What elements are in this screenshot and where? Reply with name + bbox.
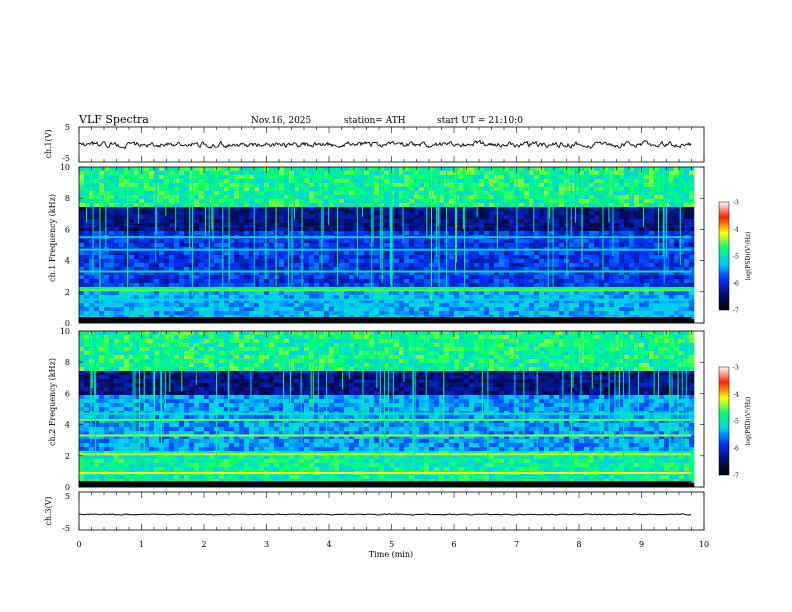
colorbar-tick--6: -6 bbox=[733, 446, 739, 453]
colorbar-tick--3: -3 bbox=[733, 365, 739, 372]
time-tick-label-2: 2 bbox=[201, 540, 206, 549]
ch1-colorbar: -3 -4 -5 -6 -7 log(PSD)(V²/Hz) bbox=[718, 200, 752, 315]
ch2-colorbar-ticks: -3 -4 -5 -6 -7 bbox=[733, 365, 739, 480]
ch1-spectrogram-ytick-10: 10 bbox=[60, 163, 70, 172]
ch1-spectrogram-ytick-0: 0 bbox=[65, 319, 70, 328]
start-time-label: start UT = 21:10:0 bbox=[437, 116, 523, 126]
ch2-spectrogram-ytick-2: 2 bbox=[65, 452, 70, 461]
ch1-spectrogram-ytick-6: 6 bbox=[65, 225, 70, 234]
ch3-ytick-bottom: -5 bbox=[62, 524, 70, 533]
ch2-spectrogram-yticks: 0 2 4 6 8 10 bbox=[60, 327, 704, 492]
ch2-spectrogram-ylabel: ch.2 Frequency (kHz) bbox=[48, 358, 57, 446]
time-tick-label-1: 1 bbox=[139, 540, 144, 549]
ch2-colorbar: -3 -4 -5 -6 -7 log(PSD)(V²/Hz) bbox=[718, 365, 752, 480]
ch1-voltage-panel: 5 -5 ch.1(V) bbox=[44, 123, 705, 163]
colorbar-tick--7: -7 bbox=[733, 308, 739, 315]
time-tick-label-5: 5 bbox=[389, 540, 394, 549]
ch2-spectrogram-ytick-0: 0 bbox=[65, 483, 70, 492]
time-tick-label-4: 4 bbox=[326, 540, 331, 549]
colorbar-tick--6: -6 bbox=[733, 281, 739, 288]
ch1-colorbar-ticks: -3 -4 -5 -6 -7 bbox=[733, 200, 739, 315]
ch1-voltage-ylabel: ch.1(V) bbox=[44, 129, 53, 158]
ch1-colorbar-scale bbox=[718, 201, 730, 311]
ch1-voltage-trace bbox=[78, 139, 692, 150]
ch1-ytick-top: 5 bbox=[65, 123, 70, 132]
time-tick-label-10: 10 bbox=[699, 540, 709, 549]
date-label: Nov.16, 2025 bbox=[251, 116, 312, 126]
time-tick-label-8: 8 bbox=[576, 540, 581, 549]
time-tick-label-6: 6 bbox=[451, 540, 456, 549]
time-tick-label-9: 9 bbox=[639, 540, 644, 549]
ch3-voltage-ylabel: ch.3(V) bbox=[44, 496, 53, 525]
ch1-spectrogram-image bbox=[79, 167, 695, 324]
ch2-colorbar-label: log(PSD)(V²/Hz) bbox=[745, 397, 752, 446]
ch2-spectrogram-panel: 0 2 4 6 8 10 ch.2 Frequency (kHz) bbox=[48, 327, 705, 492]
time-tick-label-7: 7 bbox=[514, 540, 519, 549]
ch2-spectrogram-ytick-8: 8 bbox=[65, 358, 70, 367]
colorbar-tick--4: -4 bbox=[733, 227, 739, 234]
ch2-spectrogram-ytick-4: 4 bbox=[65, 421, 70, 430]
ch3-ytick-top: 5 bbox=[65, 492, 70, 501]
ch1-spectrogram-ytick-8: 8 bbox=[65, 194, 70, 203]
ch2-spectrogram-ytick-6: 6 bbox=[65, 389, 70, 398]
station-label: station= ATH bbox=[344, 116, 406, 126]
ch1-spectrogram-ytick-2: 2 bbox=[65, 288, 70, 297]
ch1-spectrogram-ylabel: ch.1 Frequency (kHz) bbox=[48, 194, 57, 282]
ch2-spectrogram-image bbox=[79, 331, 695, 488]
figure-title: VLF Spectra bbox=[78, 113, 149, 126]
time-axis-ticks bbox=[78, 127, 705, 530]
ch1-spectrogram-ytick-4: 4 bbox=[65, 257, 70, 266]
ch1-spectrogram-yticks: 0 2 4 6 8 10 bbox=[60, 163, 704, 328]
time-tick-label-0: 0 bbox=[76, 540, 81, 549]
colorbar-tick--4: -4 bbox=[733, 392, 739, 399]
colorbar-tick--3: -3 bbox=[733, 200, 739, 207]
ch3-voltage-panel: 5 -5 ch.3(V) bbox=[44, 491, 705, 533]
colorbar-tick--7: -7 bbox=[733, 473, 739, 480]
colorbar-tick--5: -5 bbox=[733, 419, 739, 426]
time-tick-label-3: 3 bbox=[264, 540, 269, 549]
ch1-ytick-bottom: -5 bbox=[62, 154, 70, 163]
ch2-colorbar-scale bbox=[718, 366, 730, 476]
ch1-colorbar-label: log(PSD)(V²/Hz) bbox=[745, 232, 752, 281]
colorbar-tick--5: -5 bbox=[733, 254, 739, 261]
ch1-spectrogram-panel: 0 2 4 6 8 10 ch.1 Frequency (kHz) bbox=[48, 163, 705, 328]
ch2-spectrogram-ytick-10: 10 bbox=[60, 327, 70, 336]
time-axis-label: Time (min) bbox=[369, 550, 413, 559]
time-axis-tick-labels: 0 1 2 3 4 5 6 7 8 9 10 bbox=[76, 540, 709, 549]
ch3-voltage-trace bbox=[79, 513, 692, 516]
